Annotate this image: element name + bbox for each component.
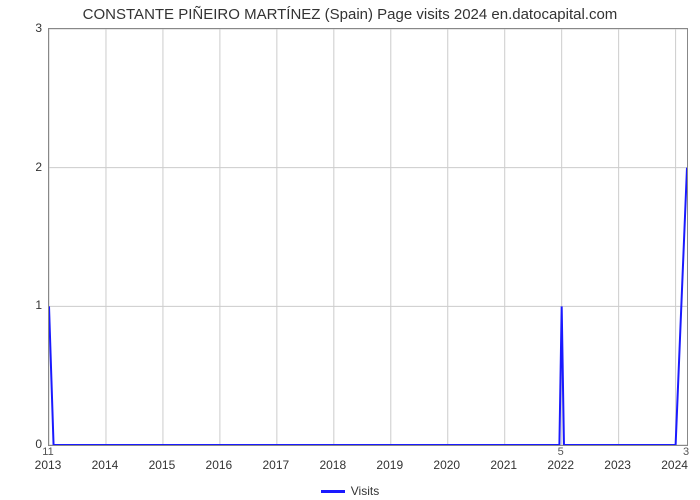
x-tick-label: 2020 — [431, 458, 463, 472]
chart-svg — [49, 29, 687, 445]
data-label: 3 — [683, 446, 689, 458]
x-tick-label: 2016 — [203, 458, 235, 472]
y-tick-label: 3 — [12, 21, 42, 35]
x-tick-label: 2023 — [602, 458, 634, 472]
x-tick-label: 2015 — [146, 458, 178, 472]
y-tick-label: 0 — [12, 437, 42, 451]
legend-label: Visits — [351, 484, 379, 498]
legend: Visits — [0, 484, 700, 498]
x-tick-label: 2024 — [659, 458, 691, 472]
y-tick-label: 2 — [12, 160, 42, 174]
plot-area — [48, 28, 688, 446]
y-tick-label: 1 — [12, 298, 42, 312]
x-tick-label: 2021 — [488, 458, 520, 472]
x-tick-label: 2018 — [317, 458, 349, 472]
x-tick-label: 2017 — [260, 458, 292, 472]
x-tick-label: 2019 — [374, 458, 406, 472]
x-tick-label: 2013 — [32, 458, 64, 472]
x-tick-label: 2022 — [545, 458, 577, 472]
chart-container: CONSTANTE PIÑEIRO MARTÍNEZ (Spain) Page … — [0, 0, 700, 500]
chart-title: CONSTANTE PIÑEIRO MARTÍNEZ (Spain) Page … — [0, 6, 700, 23]
legend-swatch — [321, 490, 345, 493]
data-label: 11 — [42, 446, 53, 458]
data-label: 5 — [558, 446, 564, 458]
x-tick-label: 2014 — [89, 458, 121, 472]
